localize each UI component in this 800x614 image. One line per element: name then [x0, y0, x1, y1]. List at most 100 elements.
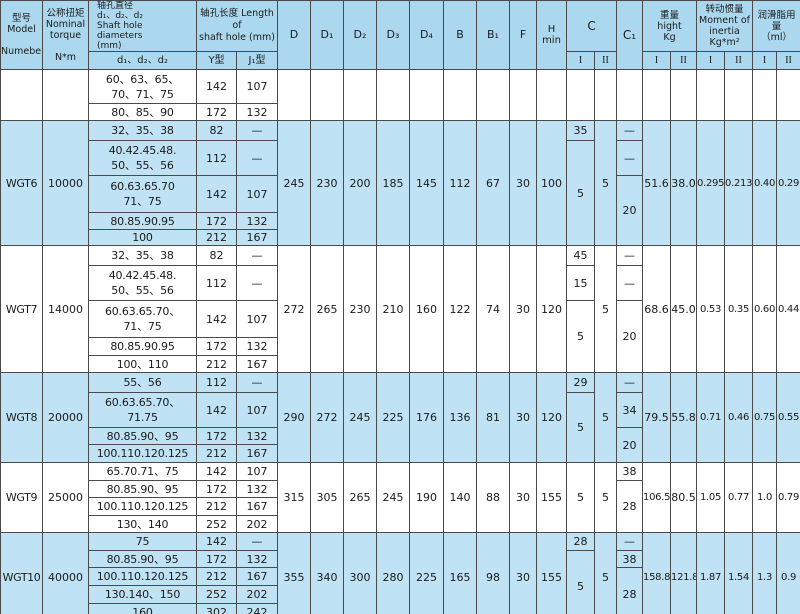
- shaft-holes-cell: 60、63、65、 70、71、75: [88, 69, 197, 104]
- j1-length-cell: 202: [236, 585, 278, 604]
- dim-B1-cell: 74: [476, 245, 510, 373]
- shaft-holes-cell: 32、35、38: [88, 120, 197, 141]
- hmin-cell: [536, 69, 567, 121]
- c-I-cell: 28: [566, 532, 595, 551]
- dim-D1-cell: 230: [310, 120, 344, 246]
- j1-length-cell: 167: [236, 444, 278, 463]
- header-dim-D4: D₄: [409, 0, 444, 70]
- torque-cell: 10000: [42, 120, 89, 246]
- grease-I-cell: 1.0: [752, 462, 778, 533]
- c-II-cell: 5: [593, 462, 618, 533]
- y-length-cell: 142: [196, 532, 237, 551]
- header-dim-B: B: [443, 0, 477, 70]
- c-II-cell: 5: [593, 120, 618, 246]
- table-row: WGT9 25000 65.70.71、75 142 107 315 305 2…: [0, 462, 800, 533]
- j1-length-cell: —: [236, 532, 278, 551]
- j1-length-cell: 107: [236, 462, 278, 481]
- y-length-cell: 252: [196, 515, 237, 533]
- block-wgt10: WGT10 40000 75 142 — 355 340 300 280 225…: [0, 532, 800, 614]
- block-wgt7: WGT7 14000 32、35、38 82 — 272 265 230 210…: [0, 245, 800, 373]
- dim-D2-cell: 200: [343, 120, 377, 246]
- y-length-cell: 212: [196, 567, 237, 586]
- c-I-cell: 15: [566, 265, 595, 301]
- weight-I-cell: 79.5: [642, 372, 672, 463]
- hmin-cell: 155: [536, 462, 567, 533]
- block-wgt6: WGT6 10000 32、35、38 82 — 245 230 200 185…: [0, 120, 800, 246]
- dim-B-cell: 122: [443, 245, 477, 373]
- c1-cell: 38: [616, 550, 644, 568]
- header-dim-D1: D₁: [310, 0, 344, 70]
- grease-I-cell: [752, 69, 778, 121]
- block-unlabeled: 60、63、65、 70、71、75 142 107 80、85、90 172: [0, 69, 800, 121]
- dim-D-cell: 272: [277, 245, 311, 373]
- inertia-II-cell: 0.213: [724, 120, 754, 246]
- grease-II-cell: 0.29: [776, 120, 800, 246]
- dim-D1-cell: 340: [310, 532, 344, 614]
- table-row: WGT10 40000 75 142 — 355 340 300 280 225…: [0, 532, 800, 614]
- c-I-cell: 29: [566, 372, 595, 393]
- shaft-holes-cell: 32、35、38: [88, 245, 197, 266]
- dim-D3-cell: 245: [376, 462, 410, 533]
- header-shaft-length: 轴孔长度 Length of shaft hole (mm): [196, 0, 278, 52]
- c1-cell: 28: [616, 567, 644, 614]
- c-I-cell: [566, 69, 595, 121]
- table-row: 130、140 252 202: [1, 515, 800, 533]
- j1-length-cell: 132: [236, 212, 278, 230]
- shaft-holes-cell: 80、85、90: [88, 103, 197, 121]
- dim-D4-cell: 160: [409, 245, 444, 373]
- weight-I-cell: 51.6: [642, 120, 672, 246]
- model-cell: WGT6: [0, 120, 43, 246]
- header-weight-II: II: [670, 51, 698, 70]
- y-length-cell: 212: [196, 229, 237, 246]
- header-weight-I: I: [642, 51, 672, 70]
- hmin-cell: 100: [536, 120, 567, 246]
- c1-cell: 38: [616, 462, 644, 481]
- grease-II-cell: 0.9: [776, 532, 800, 614]
- dim-D3-cell: [376, 69, 410, 121]
- dim-B1-cell: 98: [476, 532, 510, 614]
- table-row: 60.63.65.70、 71.75 142 107 5 34: [1, 392, 800, 463]
- c-I-cell: 5: [566, 392, 595, 463]
- dim-B-cell: 112: [443, 120, 477, 246]
- dim-D2-cell: 300: [343, 532, 377, 614]
- j1-length-cell: 132: [236, 427, 278, 445]
- j1-length-cell: —: [236, 140, 278, 176]
- weight-I-cell: 158.8: [642, 532, 672, 614]
- table-row: 100.110.120.125 212 167: [1, 497, 800, 516]
- j1-length-cell: 107: [236, 300, 278, 338]
- dim-D3-cell: 210: [376, 245, 410, 373]
- y-length-cell: 142: [196, 175, 237, 213]
- c-I-cell: 35: [566, 120, 595, 141]
- dim-D3-cell: 280: [376, 532, 410, 614]
- y-length-cell: 172: [196, 480, 237, 498]
- dim-D2-cell: 245: [343, 372, 377, 463]
- header-shaft-diameters: 轴孔直径 d₁、d₂、d₂ Shaft hole diameters (mm): [88, 0, 197, 52]
- y-length-cell: 112: [196, 140, 237, 176]
- dim-F-cell: 30: [509, 372, 537, 463]
- dim-B1-cell: 81: [476, 372, 510, 463]
- inertia-II-cell: 0.35: [724, 245, 754, 373]
- table-row: 60.63.65.70、 71、75 142 107 5 20: [1, 300, 800, 373]
- header-weight: 重量 hight Kg: [642, 0, 698, 52]
- dim-B-cell: 165: [443, 532, 477, 614]
- dim-F-cell: [509, 69, 537, 121]
- c1-cell: —: [616, 532, 644, 551]
- y-length-cell: 172: [196, 337, 237, 356]
- grease-II-cell: 0.55: [776, 372, 800, 463]
- dim-D4-cell: 225: [409, 532, 444, 614]
- j1-length-cell: 107: [236, 392, 278, 428]
- header-c-II: II: [593, 51, 618, 70]
- dim-D1-cell: 305: [310, 462, 344, 533]
- header-y-type: Y型: [196, 51, 237, 70]
- c-I-cell: 5: [566, 550, 595, 614]
- c-II-cell: 5: [593, 245, 618, 373]
- inertia-I-cell: 1.05: [696, 462, 726, 533]
- model-cell: WGT8: [0, 372, 43, 463]
- inertia-I-cell: 0.53: [696, 245, 726, 373]
- dim-B1-cell: [476, 69, 510, 121]
- j1-length-cell: 132: [236, 337, 278, 356]
- shaft-holes-cell: 75: [88, 532, 197, 551]
- dim-D-cell: [277, 69, 311, 121]
- dim-D2-cell: 230: [343, 245, 377, 373]
- y-length-cell: 252: [196, 585, 237, 604]
